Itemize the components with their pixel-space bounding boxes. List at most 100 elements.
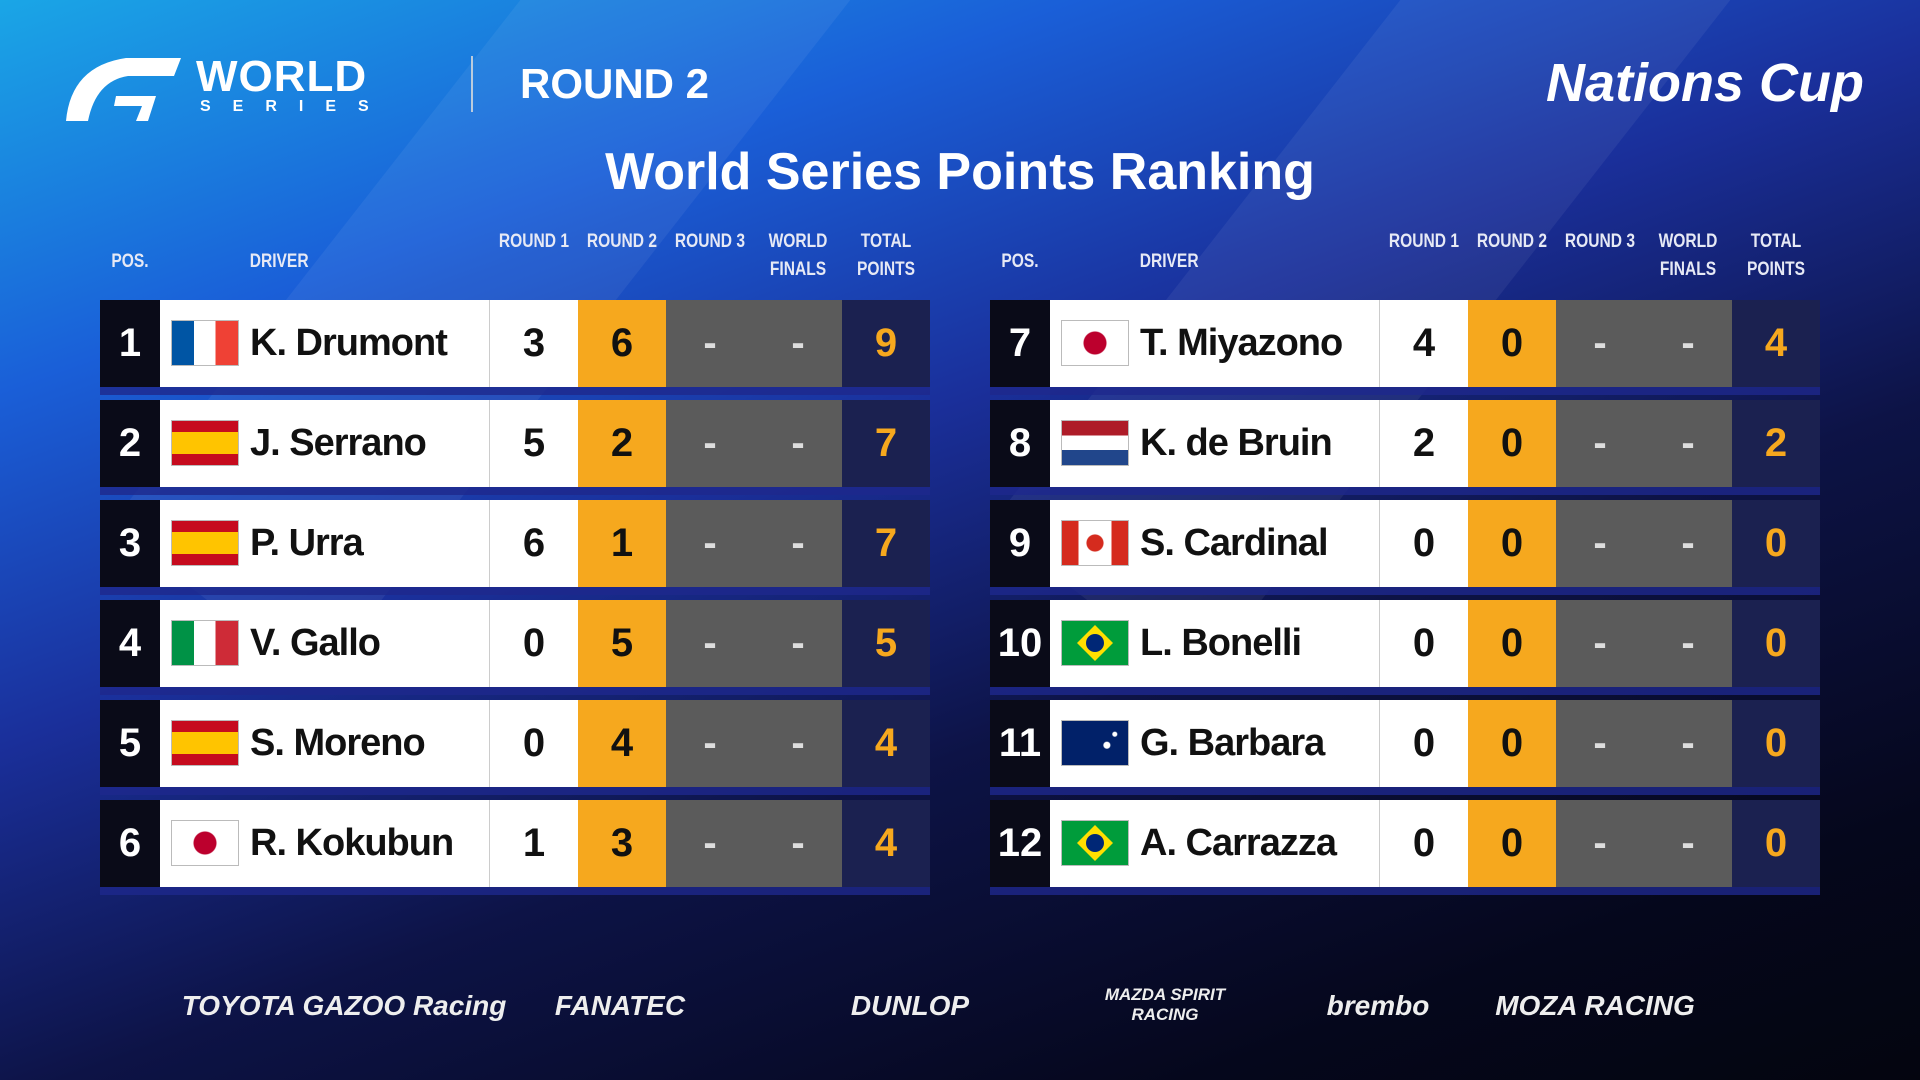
round-3-cell: -: [1556, 600, 1644, 687]
position-cell: 9: [990, 500, 1050, 587]
sponsor-logo: MAZDA SPIRIT RACING: [1104, 985, 1226, 1024]
total-points-cell: 0: [1732, 700, 1820, 787]
round-2-cell: 3: [578, 800, 666, 887]
world-finals-cell: -: [1644, 300, 1732, 387]
total-points-cell: 0: [1732, 500, 1820, 587]
round-1-cell: 3: [490, 300, 579, 387]
column-header: DRIVER: [1139, 251, 1199, 272]
driver-cell: R. Kokubun: [160, 800, 490, 887]
divider: [471, 56, 473, 112]
total-points-cell: 4: [842, 700, 930, 787]
flag: [1062, 621, 1128, 665]
row-shadow: [100, 687, 930, 695]
column-header: ROUND 2: [1476, 231, 1548, 252]
row-shadow: [100, 387, 930, 395]
round-2-cell: 0: [1468, 700, 1556, 787]
world-finals-cell: -: [754, 800, 842, 887]
column-header: WORLD FINALS: [768, 231, 828, 280]
flag: [172, 621, 238, 665]
flag: [172, 321, 238, 365]
flag-globe: [1086, 834, 1104, 852]
column-header: WORLD FINALS: [1658, 231, 1718, 280]
round-3-cell: -: [666, 700, 754, 787]
round-1-cell: 0: [490, 600, 579, 687]
round-3-cell: -: [1556, 800, 1644, 887]
total-points-cell: 4: [842, 800, 930, 887]
flag: [172, 821, 238, 865]
row-shadow: [990, 387, 1820, 395]
position-cell: 5: [100, 700, 160, 787]
round-2-cell: 2: [578, 400, 666, 487]
world-finals-cell: -: [754, 400, 842, 487]
position-cell: 3: [100, 500, 160, 587]
total-points-cell: 9: [842, 300, 930, 387]
column-header: POS.: [111, 251, 149, 272]
world-finals-cell: -: [754, 500, 842, 587]
column-header: ROUND 2: [586, 231, 658, 252]
driver-cell: V. Gallo: [160, 600, 490, 687]
round-3-cell: -: [1556, 700, 1644, 787]
round-1-cell: 0: [1380, 600, 1469, 687]
round-1-cell: 0: [1380, 800, 1469, 887]
round-1-cell: 0: [1380, 500, 1469, 587]
round-1-cell: 0: [1380, 700, 1469, 787]
driver-cell: S. Moreno: [160, 700, 490, 787]
total-points-cell: 5: [842, 600, 930, 687]
column-header: TOTAL POINTS: [1746, 231, 1805, 280]
row-shadow: [100, 587, 930, 595]
total-points-cell: 7: [842, 500, 930, 587]
driver-cell: L. Bonelli: [1050, 600, 1380, 687]
position-cell: 4: [100, 600, 160, 687]
row-shadow: [990, 687, 1820, 695]
position-cell: 8: [990, 400, 1050, 487]
driver-cell: K. Drumont: [160, 300, 490, 387]
row-shadow: [990, 887, 1820, 895]
world-finals-cell: -: [754, 700, 842, 787]
round-1-cell: 1: [490, 800, 579, 887]
round-1-cell: 4: [1380, 300, 1469, 387]
total-points-cell: 4: [1732, 300, 1820, 387]
world-finals-cell: -: [1644, 800, 1732, 887]
logo-subtext: SERIES: [200, 98, 391, 115]
round-2-cell: 0: [1468, 600, 1556, 687]
round-3-cell: -: [666, 600, 754, 687]
position-cell: 11: [990, 700, 1050, 787]
flag: [172, 721, 238, 765]
round-2-cell: 5: [578, 600, 666, 687]
total-points-cell: 2: [1732, 400, 1820, 487]
column-header: ROUND 1: [1388, 231, 1460, 252]
gt-logo: [66, 58, 181, 121]
column-header: ROUND 3: [674, 231, 746, 252]
driver-cell: T. Miyazono: [1050, 300, 1380, 387]
row-shadow: [990, 787, 1820, 795]
position-cell: 12: [990, 800, 1050, 887]
flag: [1062, 521, 1128, 565]
title: World Series Points Ranking: [605, 143, 1315, 201]
flag-globe: [1086, 634, 1104, 652]
row-shadow: [990, 487, 1820, 495]
driver-cell: A. Carrazza: [1050, 800, 1380, 887]
column-header: ROUND 3: [1564, 231, 1636, 252]
position-cell: 2: [100, 400, 160, 487]
round-2-cell: 4: [578, 700, 666, 787]
world-finals-cell: -: [754, 600, 842, 687]
row-shadow: [100, 787, 930, 795]
round-3-cell: -: [1556, 500, 1644, 587]
round-3-cell: -: [666, 300, 754, 387]
round-3-cell: -: [1556, 300, 1644, 387]
round-3-cell: -: [666, 800, 754, 887]
row-shadow: [990, 587, 1820, 595]
total-points-cell: 7: [842, 400, 930, 487]
sponsor-logo: brembo: [1326, 990, 1430, 1021]
round-3-cell: -: [666, 500, 754, 587]
flag: [1062, 821, 1128, 865]
round-1-cell: 2: [1380, 400, 1469, 487]
round-3-cell: -: [666, 400, 754, 487]
driver-cell: G. Barbara: [1050, 700, 1380, 787]
sponsor-logo: FANATEC: [554, 990, 686, 1021]
column-header: TOTAL POINTS: [856, 231, 915, 280]
driver-cell: K. de Bruin: [1050, 400, 1380, 487]
sponsor-logo: MOZA RACING: [1495, 990, 1695, 1021]
flag: [1062, 321, 1128, 365]
